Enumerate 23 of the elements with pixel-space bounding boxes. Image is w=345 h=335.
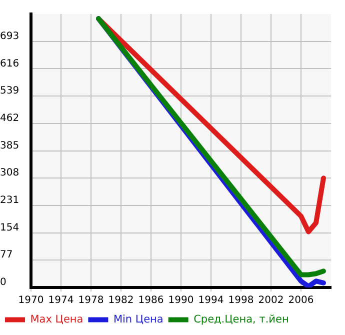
y-tick-label: 308 — [0, 168, 20, 179]
x-tick-label: 1986 — [138, 295, 164, 306]
x-tick-label: 1990 — [168, 295, 194, 306]
y-tick-label: 154 — [0, 222, 20, 234]
y-tick-label: 77 — [0, 250, 13, 261]
legend-label: Min Цена — [113, 313, 164, 326]
legend-label: Сред.Цена, т.йен — [194, 313, 289, 326]
x-tick-label: 1982 — [108, 295, 134, 306]
y-tick-label: 539 — [0, 86, 20, 97]
y-tick-label: 385 — [0, 140, 20, 152]
x-tick-label: 2002 — [258, 295, 284, 306]
x-tick-label: 1978 — [78, 295, 104, 306]
x-tick-label: 1998 — [228, 295, 254, 306]
y-tick-label: 616 — [0, 58, 20, 70]
y-tick-label: 462 — [0, 112, 20, 124]
legend-label: Max Цена — [30, 313, 84, 326]
x-tick-label: 2006 — [288, 295, 314, 306]
y-tick-label: 693 — [0, 30, 20, 42]
x-tick-label: 1970 — [18, 295, 44, 306]
x-tick-label: 1994 — [198, 295, 224, 306]
y-tick-label: 231 — [0, 195, 20, 206]
x-tick-label: 1974 — [48, 295, 74, 306]
y-tick-label: 0 — [0, 277, 6, 288]
